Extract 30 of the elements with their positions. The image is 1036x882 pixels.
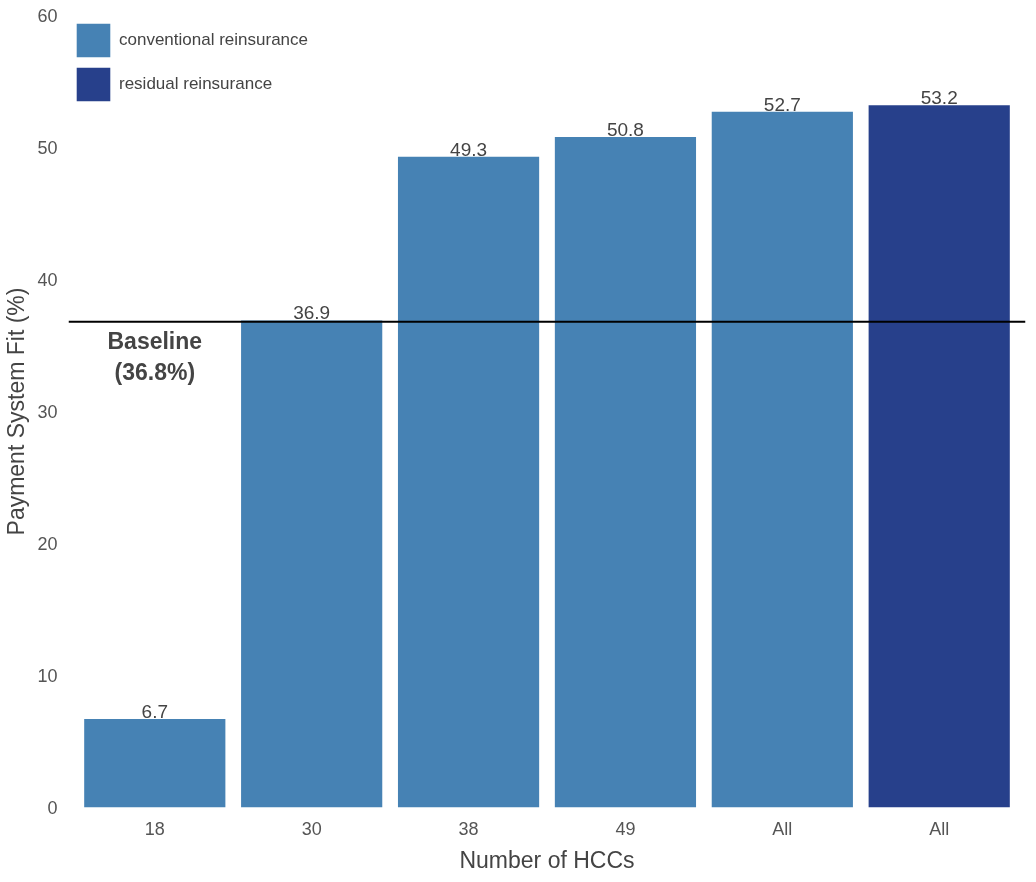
y-tick-label: 20 <box>37 534 58 554</box>
x-tick-label: 30 <box>301 818 322 839</box>
y-tick-label: 30 <box>37 402 58 422</box>
x-axis-title: Number of HCCs <box>459 846 635 873</box>
data-label: 52.7 <box>763 93 801 115</box>
x-tick-label: All <box>929 818 950 839</box>
x-tick-label: 38 <box>458 818 479 839</box>
data-label: 53.2 <box>920 87 958 109</box>
bar <box>241 320 383 808</box>
ref-line-label: Baseline (36.8%) <box>107 327 203 385</box>
legend-label: residual reinsurance <box>119 74 273 94</box>
y-tick-label: 40 <box>37 270 58 290</box>
y-tick-label: 0 <box>47 798 58 818</box>
y-tick-label: 50 <box>37 138 58 158</box>
y-tick-label: 60 <box>37 6 58 26</box>
bar <box>711 111 853 808</box>
x-tick-label: All <box>772 818 793 839</box>
legend-label: conventional reinsurance <box>119 30 309 50</box>
x-tick-label: 49 <box>615 818 636 839</box>
data-label: 50.8 <box>606 118 644 140</box>
bar <box>84 719 226 808</box>
data-label: 6.7 <box>141 701 168 723</box>
bar <box>868 105 1010 808</box>
y-axis-title: Payment System Fit (%) <box>3 287 30 536</box>
bar <box>397 156 540 808</box>
bar <box>554 136 697 808</box>
data-label: 36.9 <box>293 302 331 324</box>
data-label: 49.3 <box>450 138 488 160</box>
x-tick-label: 18 <box>144 818 165 839</box>
y-tick-label: 10 <box>37 666 58 686</box>
